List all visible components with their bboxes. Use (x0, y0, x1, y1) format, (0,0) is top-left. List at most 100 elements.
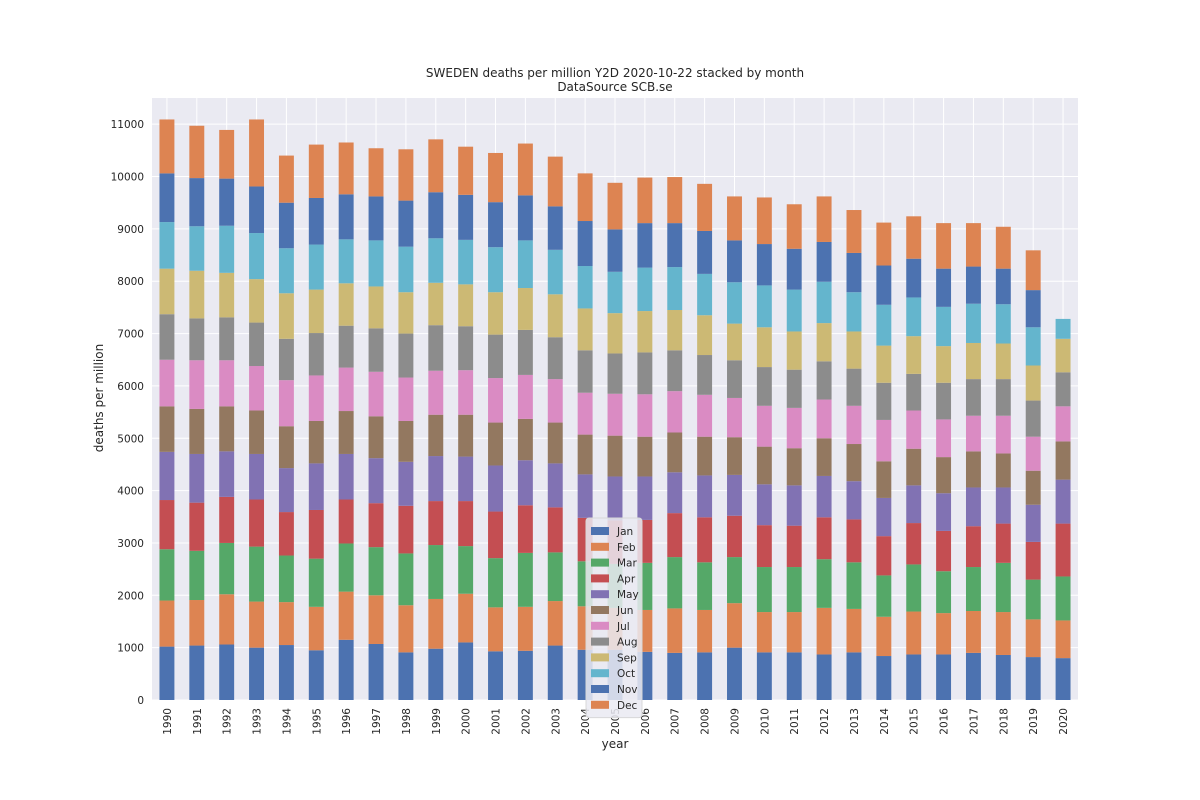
bar-dec-1994 (278, 155, 294, 203)
bar-mar-1990 (159, 549, 175, 601)
legend-label-nov: Nov (617, 684, 638, 696)
bar-apr-2017 (965, 526, 981, 568)
legend-swatch-sep (591, 653, 609, 662)
bar-sep-2019 (1025, 365, 1041, 401)
bar-mar-2007 (667, 557, 683, 609)
bar-apr-2019 (1025, 541, 1041, 580)
x-tick-label: 2002 (520, 708, 532, 735)
bar-jun-2004 (577, 434, 593, 475)
bar-dec-1996 (338, 142, 354, 195)
bar-jan-2020 (1055, 658, 1071, 700)
bar-oct-1993 (249, 233, 265, 280)
bar-sep-2015 (906, 336, 922, 374)
y-tick-label: 7000 (117, 329, 144, 341)
bar-oct-2002 (517, 240, 533, 289)
bar-jul-1990 (159, 359, 175, 407)
bar-sep-2018 (995, 343, 1011, 380)
bar-jul-2006 (637, 394, 653, 437)
bar-nov-2007 (667, 223, 683, 268)
bar-may-1992 (219, 451, 235, 497)
bar-mar-1999 (428, 545, 444, 599)
bar-dec-1992 (219, 129, 235, 179)
bar-mar-1994 (278, 555, 294, 603)
x-tick-label: 2003 (550, 708, 562, 735)
bar-nov-1992 (219, 178, 235, 226)
bar-mar-2019 (1025, 579, 1041, 620)
legend-label-jun: Jun (616, 605, 633, 617)
bar-oct-2008 (697, 273, 713, 316)
bar-mar-2002 (517, 552, 533, 607)
bar-sep-1999 (428, 282, 444, 326)
bar-sep-1995 (308, 289, 324, 334)
bar-dec-2012 (816, 196, 832, 242)
legend-swatch-apr (591, 574, 609, 583)
bar-jan-1997 (368, 643, 384, 700)
bar-aug-2019 (1025, 400, 1041, 437)
bar-mar-2015 (906, 564, 922, 612)
x-axis-label: year (602, 737, 629, 751)
bar-mar-2010 (756, 567, 772, 613)
bar-oct-1994 (278, 248, 294, 294)
bar-nov-2019 (1025, 290, 1041, 328)
bar-nov-2014 (876, 265, 892, 305)
bar-may-2011 (786, 485, 802, 526)
legend-label-oct: Oct (617, 668, 635, 680)
bar-jul-2019 (1025, 436, 1041, 471)
bar-dec-2014 (876, 222, 892, 266)
legend-label-feb: Feb (617, 542, 636, 554)
bar-mar-2001 (488, 558, 503, 608)
bar-may-2009 (727, 474, 742, 516)
bar-feb-2013 (846, 608, 862, 653)
bar-sep-1997 (368, 286, 384, 329)
legend-swatch-oct (591, 669, 609, 678)
bar-apr-2002 (517, 505, 533, 553)
bar-dec-2009 (727, 196, 742, 241)
bar-aug-2013 (846, 368, 862, 406)
bar-jul-2002 (517, 374, 533, 419)
x-tick-label: 2012 (819, 708, 831, 735)
bar-oct-2016 (936, 306, 952, 347)
bar-sep-2016 (936, 346, 952, 383)
bar-nov-1995 (308, 197, 324, 245)
bar-jul-2012 (816, 399, 832, 439)
bar-apr-2007 (667, 513, 683, 558)
bar-jan-2010 (756, 652, 772, 700)
bar-apr-1990 (159, 500, 175, 550)
bar-apr-1995 (308, 509, 324, 559)
bar-mar-1996 (338, 543, 354, 592)
bar-feb-2016 (936, 613, 952, 655)
x-tick-label: 2000 (461, 708, 473, 735)
x-tick-label: 2015 (909, 708, 921, 735)
y-tick-label: 0 (137, 695, 144, 707)
bar-feb-1995 (308, 606, 324, 651)
bar-aug-1992 (219, 317, 235, 361)
bar-sep-2008 (697, 315, 713, 356)
bar-may-1991 (189, 453, 205, 503)
bar-dec-2007 (667, 177, 683, 224)
bar-apr-2003 (547, 507, 563, 553)
bar-jun-2005 (607, 435, 623, 477)
bar-mar-1993 (249, 546, 265, 602)
bar-sep-2002 (517, 288, 533, 330)
bar-feb-2020 (1055, 620, 1071, 659)
y-tick-label: 10000 (111, 172, 144, 184)
bar-oct-2004 (577, 266, 593, 309)
chart-title: SWEDEN deaths per million Y2D 2020-10-22… (426, 66, 804, 80)
bar-may-2012 (816, 475, 832, 518)
bar-nov-2011 (786, 248, 802, 290)
x-tick-label: 2006 (640, 708, 652, 735)
bar-feb-2019 (1025, 619, 1041, 658)
bar-oct-2018 (995, 304, 1011, 344)
bar-jul-2001 (488, 378, 503, 423)
bar-nov-2015 (906, 258, 922, 298)
bar-nov-1991 (189, 178, 205, 227)
bar-dec-2002 (517, 143, 533, 196)
bar-apr-2008 (697, 517, 713, 563)
bar-oct-2010 (756, 285, 772, 328)
bar-jun-2002 (517, 418, 533, 461)
legend-swatch-jun (591, 606, 609, 614)
bar-jul-2014 (876, 419, 892, 462)
x-tick-label: 1994 (281, 708, 293, 735)
bar-mar-2014 (876, 575, 892, 617)
bar-feb-2000 (458, 593, 474, 643)
